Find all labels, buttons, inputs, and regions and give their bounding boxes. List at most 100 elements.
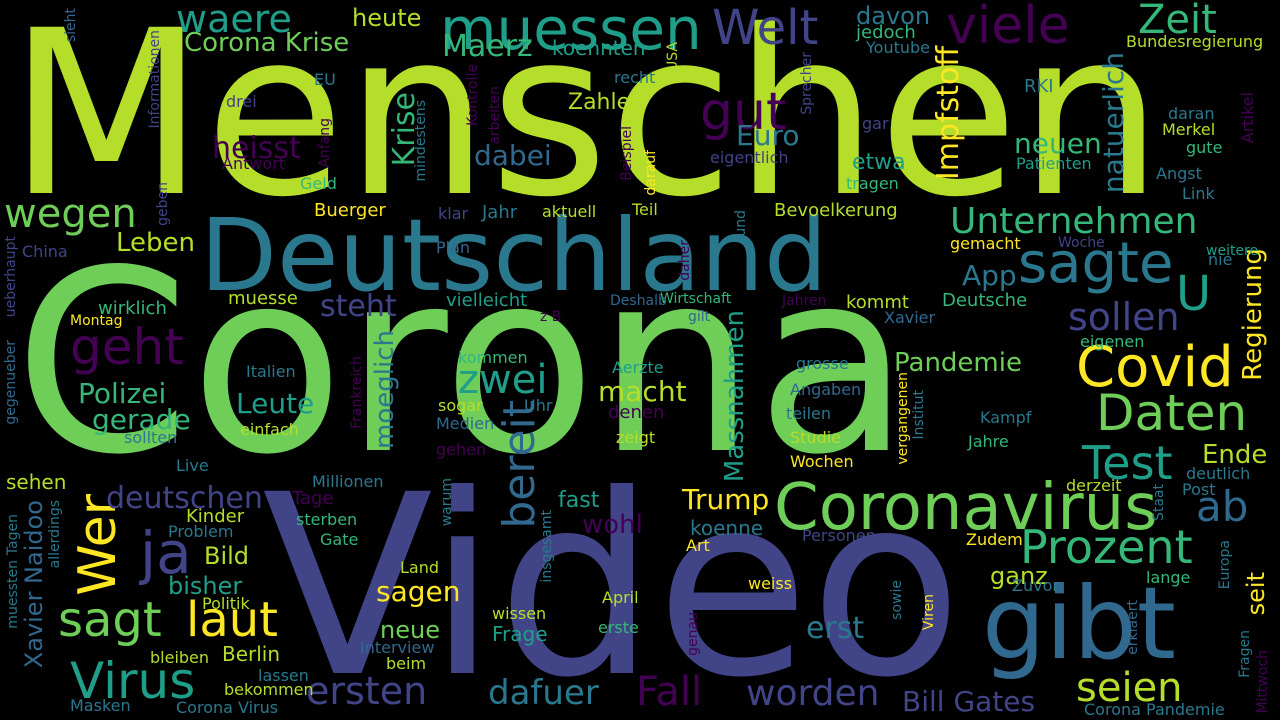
word-steht: steht — [320, 289, 397, 324]
word-pandemie: Pandemie — [894, 348, 1022, 378]
word-gegenueber: gegenueber — [3, 340, 19, 425]
word-seien: seien — [1076, 665, 1183, 711]
word-arbeiten: arbeiten — [487, 86, 503, 145]
word-darauf: darauf — [643, 150, 659, 196]
word-waere: waere — [176, 0, 292, 41]
word-eigenen: eigenen — [1080, 332, 1145, 351]
word-post: Post — [1182, 480, 1216, 499]
word-video: Video — [262, 441, 963, 720]
word-erklaert: erklaert — [1125, 600, 1141, 655]
word-europa: Europa — [1217, 540, 1233, 590]
word-koennten: koennten — [552, 36, 646, 60]
word-informationen: Informationen — [147, 30, 163, 129]
word-land: Land — [400, 558, 440, 577]
word-plan: Plan — [436, 238, 471, 257]
word-gemacht: gemacht — [950, 234, 1021, 253]
word-wissen: wissen — [492, 604, 547, 623]
word-tagen: Tagen — [5, 514, 21, 556]
word-problem: Problem — [168, 522, 234, 541]
word-staat: Staat — [1151, 484, 1167, 522]
word-zudem: Zudem — [966, 530, 1023, 549]
word-impfstoff: Impfstoff — [931, 46, 966, 181]
word-sagt: sagt — [58, 592, 162, 648]
word-gerade: gerade — [92, 403, 191, 436]
word-angaben: Angaben — [790, 380, 862, 399]
word-weiss: weiss — [748, 574, 793, 593]
word-corona-krise: Corona Krise — [184, 28, 350, 58]
word-daran: daran — [1168, 104, 1215, 123]
word-wegen: wegen — [4, 191, 137, 237]
word-usa: USA — [665, 42, 681, 71]
word-sehen: sehen — [6, 470, 67, 494]
word-moeglich: moeglich — [370, 330, 400, 449]
word-drei: drei — [226, 92, 257, 111]
word-viele: viele — [946, 0, 1070, 56]
word-kommt: kommt — [846, 292, 909, 313]
word-sollen: sollen — [1068, 295, 1180, 339]
word-wirklich: wirklich — [98, 298, 167, 319]
word-test: Test — [1082, 436, 1173, 490]
word-gilt: gilt — [688, 309, 711, 325]
word-deshalb: Deshalb — [610, 293, 667, 309]
word-viren: Viren — [921, 594, 937, 631]
word-deutlich: deutlich — [1186, 464, 1251, 483]
word-teilen: teilen — [786, 404, 831, 423]
word-gute: gute — [1186, 138, 1223, 157]
word-jedoch: jedoch — [856, 22, 916, 43]
word-ja: ja — [140, 519, 192, 587]
word-laut: laut — [186, 592, 278, 648]
word-sterben: sterben — [296, 510, 358, 529]
word-dafuer: dafuer — [488, 673, 599, 713]
word-worden: worden — [746, 673, 880, 714]
word-sowie: sowie — [889, 580, 905, 620]
word-corona: Corona — [14, 217, 911, 510]
word-deutsche: Deutsche — [942, 290, 1028, 311]
word-institut: Institut — [911, 390, 927, 440]
word-kontrolle: Kontrolle — [465, 64, 481, 126]
word-april: April — [602, 588, 639, 607]
word-muesse: muesse — [228, 288, 298, 309]
word-kampf: Kampf — [980, 408, 1032, 427]
word-gate: Gate — [320, 530, 359, 549]
word-sogar: sogar — [438, 396, 483, 415]
word-jahr: Jahr — [482, 202, 518, 223]
word-corona-pandemie: Corona Pandemie — [1084, 700, 1225, 719]
word-bekommen: bekommen — [224, 680, 314, 699]
word-seit: seit — [1242, 572, 1270, 616]
word-dabei: dabei — [474, 139, 552, 172]
word-allerdings: allerdings — [47, 500, 63, 569]
word-rki: RKI — [1024, 76, 1054, 97]
word-lassen: lassen — [258, 666, 309, 685]
word-montag: Montag — [70, 313, 123, 329]
word-unternehmen: Unternehmen — [950, 201, 1198, 242]
word-geben: geben — [155, 182, 171, 226]
word-gehen: gehen — [436, 440, 487, 459]
word-natuerlich: natuerlich — [1097, 52, 1130, 194]
word-heute: heute — [352, 4, 422, 32]
word-vielleicht: vielleicht — [446, 290, 528, 311]
word-covid: Covid — [1076, 335, 1234, 400]
word-ab: ab — [1196, 482, 1249, 531]
word-mindestens: mindestens — [413, 100, 429, 182]
word-lange: lange — [1146, 568, 1191, 587]
word-rund: rund — [733, 210, 749, 243]
word-eu: EU — [314, 70, 336, 89]
word-muessten: muessten — [5, 560, 21, 629]
word-ende: Ende — [1202, 440, 1268, 470]
word-neuen: neuen — [1014, 127, 1102, 160]
word-medien: Medien — [436, 414, 495, 433]
word-fragen: Fragen — [1237, 630, 1253, 678]
word-woche: Woche — [1058, 235, 1105, 251]
word-xavier: Xavier — [884, 308, 936, 327]
word-nie: nie — [1208, 250, 1233, 269]
word-angst: Angst — [1156, 164, 1202, 183]
word-mittwoch: Mittwoch — [1255, 650, 1271, 714]
word-gut: gut — [700, 82, 787, 142]
word-frankreich: Frankreich — [349, 356, 365, 429]
word-euro: Euro — [736, 119, 800, 152]
word-erste: erste — [598, 618, 639, 637]
word-teil: Teil — [632, 200, 658, 219]
word-anfang: Anfang — [317, 118, 333, 168]
word-klar: klar — [438, 204, 469, 223]
